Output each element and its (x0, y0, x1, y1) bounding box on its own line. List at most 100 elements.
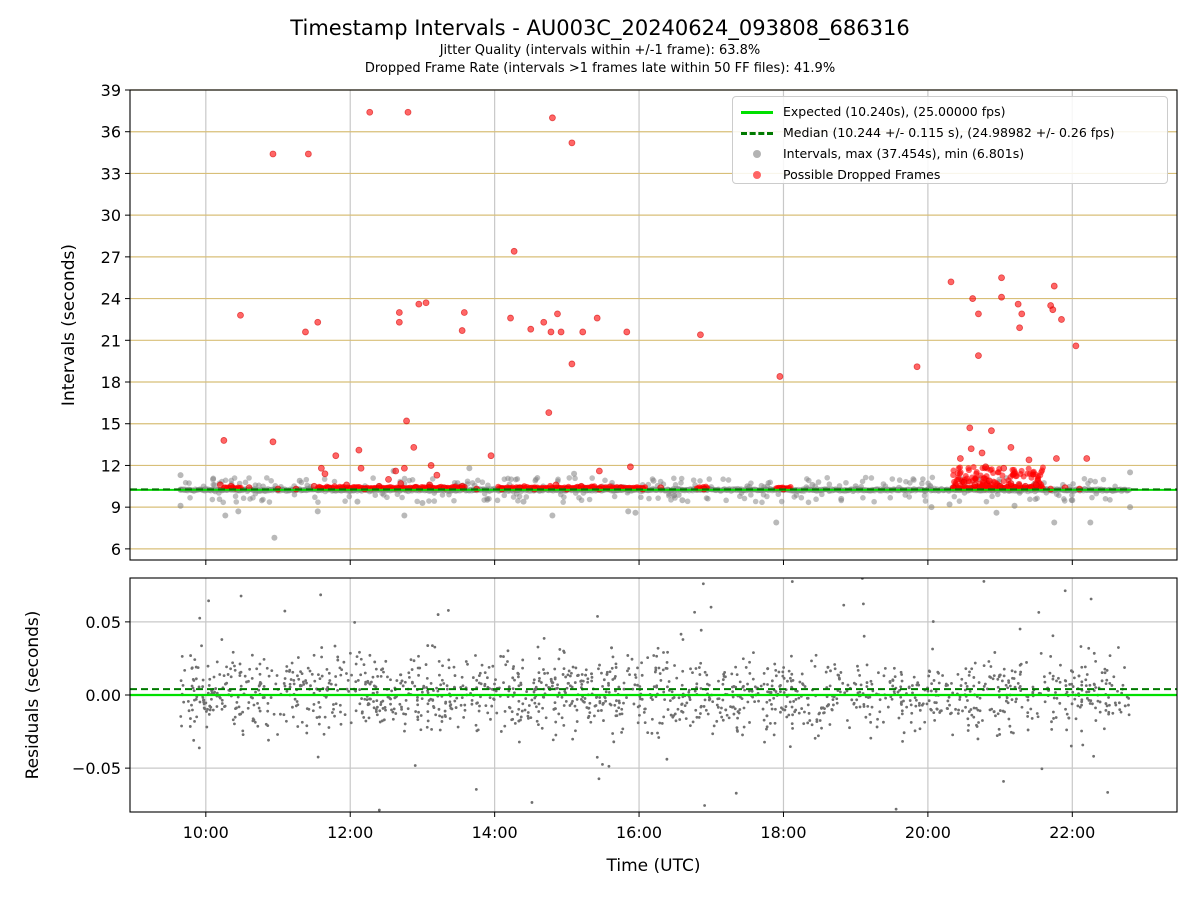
interval-point (903, 478, 909, 485)
dropped-point (990, 469, 997, 476)
interval-point (431, 498, 438, 504)
residual-point (982, 685, 986, 688)
interval-point (678, 480, 684, 486)
residual-point (305, 681, 308, 685)
residual-point (951, 733, 955, 737)
interval-point (186, 480, 192, 486)
residual-point (601, 684, 604, 688)
residual-point (907, 686, 911, 690)
residual-point (870, 682, 874, 686)
interval-point (887, 494, 894, 501)
residual-point (1045, 814, 1048, 817)
residual-point (551, 681, 555, 685)
residual-point (285, 669, 288, 673)
interval-point (809, 481, 816, 488)
residual-point (787, 713, 791, 717)
residual-point (631, 687, 635, 691)
residual-point (828, 684, 832, 688)
title-block: Timestamp Intervals - AU003C_20240624_09… (0, 14, 1200, 78)
residual-point (340, 668, 344, 672)
residual-point (269, 696, 273, 699)
residual-point (237, 705, 241, 709)
residual-point (525, 690, 529, 693)
residual-point (790, 672, 794, 676)
residual-point (773, 662, 777, 666)
residual-point (1043, 680, 1047, 684)
residual-point (902, 699, 905, 703)
residual-point (779, 684, 782, 687)
residual-point (772, 696, 776, 700)
interval-point (240, 495, 247, 502)
residual-point (327, 671, 331, 675)
residual-point (1092, 651, 1096, 655)
interval-point (871, 498, 877, 505)
residual-point (554, 720, 558, 724)
interval-point (668, 497, 674, 503)
residual-point (374, 685, 378, 689)
residual-point (355, 655, 359, 659)
residual-point (318, 715, 321, 719)
residual-point (1009, 730, 1013, 734)
residual-point (1079, 645, 1083, 648)
residual-point (1029, 707, 1033, 711)
residual-point (724, 675, 727, 679)
interval-point (760, 491, 767, 498)
dropped-point (220, 437, 228, 444)
residual-point (381, 699, 385, 703)
residual-point (792, 700, 796, 703)
residual-point (427, 699, 431, 702)
residual-point (310, 672, 314, 676)
residual-point (1064, 684, 1068, 687)
interval-point (744, 483, 751, 490)
dropped-point (487, 452, 495, 460)
residual-point (929, 689, 933, 693)
residual-point (932, 679, 936, 682)
residual-point (411, 681, 414, 685)
residual-point (424, 663, 428, 666)
legend-label-intervals: Intervals, max (37.454s), min (6.801s) (783, 146, 1025, 161)
residual-point (449, 703, 453, 707)
residual-point (1071, 685, 1075, 688)
residual-point (416, 666, 420, 670)
residual-point (1069, 744, 1073, 748)
residual-point (900, 712, 904, 716)
interval-point (513, 490, 520, 497)
residual-point (858, 705, 862, 709)
residual-point (705, 673, 709, 677)
interval-point (868, 475, 875, 481)
residual-point (474, 787, 478, 791)
dropped-point (1000, 464, 1008, 472)
residual-point (1072, 676, 1076, 680)
interval-point (826, 481, 833, 487)
residual-point (334, 702, 338, 706)
residual-point (474, 723, 478, 727)
residual-point (1006, 686, 1010, 690)
residual-point (375, 713, 379, 717)
y-tick-label: 24 (101, 290, 121, 309)
residual-point (464, 660, 468, 663)
residual-point (198, 700, 202, 704)
residual-point (658, 721, 662, 725)
interval-point (1069, 497, 1076, 504)
residual-point (530, 801, 534, 804)
residual-point (680, 683, 684, 687)
residual-point (930, 682, 934, 686)
interval-point (446, 491, 452, 498)
residual-point (782, 691, 786, 694)
residual-point (407, 675, 411, 679)
residual-point (338, 703, 342, 707)
residual-point (751, 695, 755, 699)
residual-point (601, 763, 604, 766)
x-tick-label: 10:00 (183, 823, 229, 842)
interval-point (268, 478, 274, 484)
residual-point (376, 674, 380, 678)
residual-point (931, 647, 934, 651)
residual-point (781, 707, 785, 711)
residual-point (517, 707, 521, 711)
dropped-point (332, 452, 340, 460)
residual-point (1080, 703, 1083, 707)
residual-point (380, 719, 384, 723)
residual-point (445, 687, 449, 691)
residual-point (732, 684, 736, 688)
residual-point (231, 718, 235, 722)
